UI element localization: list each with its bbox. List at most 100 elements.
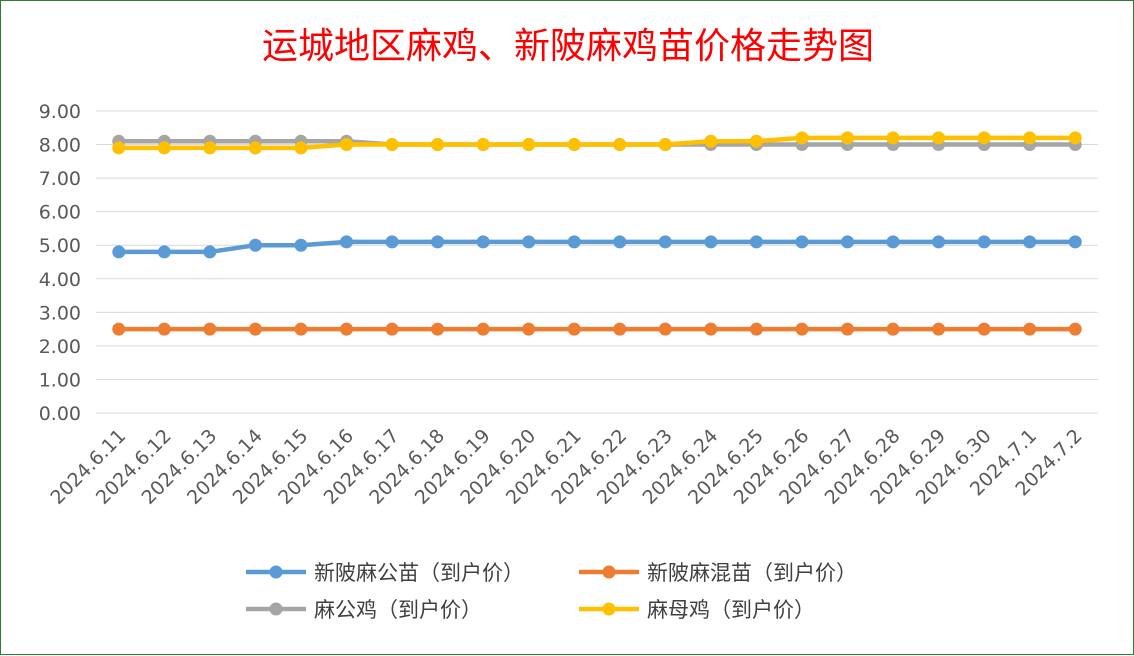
- data-point: [340, 138, 353, 152]
- data-point: [658, 322, 672, 336]
- data-point: [932, 322, 946, 336]
- data-point: [977, 131, 991, 145]
- y-tick-label: 5.00: [39, 235, 81, 257]
- legend-item: 新陂麻混苗（到户价）: [579, 561, 857, 585]
- data-point: [841, 322, 854, 336]
- legend-item: 麻母鸡（到户价）: [579, 598, 815, 622]
- y-tick-label: 0.00: [39, 403, 81, 425]
- data-point: [567, 235, 581, 249]
- series-group: [112, 131, 1082, 336]
- series-2: [112, 322, 1082, 336]
- y-tick-label: 8.00: [39, 135, 81, 157]
- data-point: [704, 322, 718, 336]
- series-line: [118, 135, 1076, 151]
- y-tick-label: 3.00: [39, 302, 81, 324]
- data-point: [431, 322, 445, 336]
- data-point: [157, 141, 171, 155]
- data-point: [431, 138, 445, 152]
- legend-swatch-marker: [269, 602, 283, 616]
- data-point: [749, 235, 763, 249]
- legend-item: 麻公鸡（到户价）: [246, 598, 482, 622]
- data-point: [1068, 235, 1082, 249]
- data-point: [431, 235, 445, 249]
- data-point: [248, 322, 262, 336]
- data-point: [340, 322, 353, 336]
- data-point: [658, 138, 672, 152]
- x-axis-ticks: 2024.6.112024.6.122024.6.132024.6.142024…: [46, 425, 1086, 509]
- legend-label: 新陂麻混苗（到户价）: [647, 561, 857, 585]
- data-point: [749, 322, 763, 336]
- legend: 新陂麻公苗（到户价） 新陂麻混苗（到户价） 麻公鸡（到户价） 麻母鸡（到户价）: [246, 561, 857, 622]
- data-point: [203, 141, 217, 155]
- series-4: [112, 131, 1082, 155]
- data-point: [658, 235, 672, 249]
- data-point: [613, 138, 627, 152]
- series-1: [112, 235, 1082, 259]
- data-point: [841, 235, 854, 249]
- data-point: [294, 322, 308, 336]
- data-point: [932, 131, 946, 145]
- data-point: [886, 322, 900, 336]
- data-point: [795, 131, 809, 145]
- gridlines: [96, 110, 1098, 414]
- y-tick-label: 2.00: [39, 336, 81, 358]
- y-axis-ticks: 0.00 1.00 2.00 3.00 4.00 5.00 6.00 7.00 8.00 9.00: [39, 101, 81, 425]
- data-point: [567, 138, 581, 152]
- data-point: [1068, 131, 1082, 145]
- y-tick-label: 6.00: [39, 202, 81, 224]
- data-point: [112, 245, 126, 259]
- data-point: [1023, 235, 1037, 249]
- y-tick-label: 4.00: [39, 269, 81, 291]
- data-point: [385, 138, 399, 152]
- series-line: [118, 239, 1076, 255]
- data-point: [157, 245, 171, 259]
- data-point: [385, 235, 399, 249]
- data-point: [294, 141, 308, 155]
- data-point: [385, 322, 399, 336]
- data-point: [1023, 131, 1037, 145]
- data-point: [613, 235, 627, 249]
- data-point: [522, 322, 536, 336]
- data-point: [749, 134, 763, 148]
- data-point: [704, 134, 718, 148]
- chart-title: 运城地区麻鸡、新陂麻鸡苗价格走势图: [262, 26, 874, 67]
- legend-label: 麻公鸡（到户价）: [314, 598, 482, 622]
- legend-label: 麻母鸡（到户价）: [647, 598, 815, 622]
- data-point: [522, 235, 536, 249]
- legend-swatch-marker: [602, 565, 616, 579]
- data-point: [795, 235, 809, 249]
- data-point: [886, 235, 900, 249]
- data-point: [112, 141, 126, 155]
- y-tick-label: 9.00: [39, 101, 81, 123]
- data-point: [977, 235, 991, 249]
- data-point: [1068, 322, 1082, 336]
- data-point: [476, 235, 490, 249]
- legend-swatch-marker: [269, 565, 283, 579]
- data-point: [522, 138, 536, 152]
- legend-swatch-marker: [602, 602, 616, 616]
- data-point: [1023, 322, 1037, 336]
- y-tick-label: 1.00: [39, 369, 81, 391]
- data-point: [567, 322, 581, 336]
- data-point: [886, 131, 900, 145]
- data-point: [294, 238, 308, 252]
- data-point: [476, 138, 490, 152]
- legend-item: 新陂麻公苗（到户价）: [246, 561, 524, 585]
- data-point: [476, 322, 490, 336]
- data-point: [932, 235, 946, 249]
- data-point: [795, 322, 809, 336]
- data-point: [977, 322, 991, 336]
- data-point: [248, 238, 262, 252]
- data-point: [157, 322, 171, 336]
- data-point: [340, 235, 353, 249]
- y-tick-label: 7.00: [39, 168, 81, 190]
- legend-label: 新陂麻公苗（到户价）: [314, 561, 524, 585]
- data-point: [613, 322, 627, 336]
- data-point: [203, 245, 217, 259]
- data-point: [112, 322, 126, 336]
- data-point: [841, 131, 854, 145]
- data-point: [704, 235, 718, 249]
- data-point: [248, 141, 262, 155]
